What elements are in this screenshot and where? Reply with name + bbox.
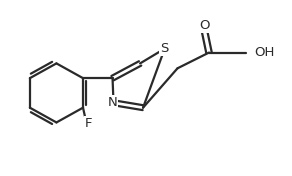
Text: F: F <box>85 117 93 130</box>
Text: O: O <box>199 18 209 32</box>
Text: OH: OH <box>254 46 275 59</box>
Text: N: N <box>108 96 117 109</box>
Text: S: S <box>161 42 169 55</box>
